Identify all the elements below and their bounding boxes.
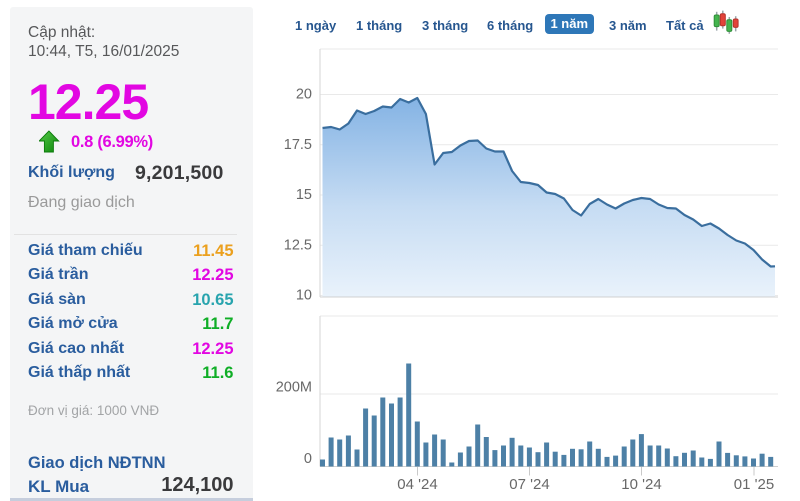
svg-text:20: 20	[296, 87, 312, 103]
svg-text:10 '24: 10 '24	[621, 476, 661, 493]
svg-text:10: 10	[296, 288, 312, 304]
svg-text:01 '25: 01 '25	[734, 476, 774, 493]
svg-text:12.5: 12.5	[284, 237, 312, 253]
svg-text:200M: 200M	[276, 380, 312, 396]
svg-text:07 '24: 07 '24	[509, 476, 549, 493]
svg-text:15: 15	[296, 187, 312, 203]
svg-text:0: 0	[304, 451, 312, 467]
svg-text:17.5: 17.5	[284, 137, 312, 153]
svg-text:04 '24: 04 '24	[397, 476, 437, 493]
